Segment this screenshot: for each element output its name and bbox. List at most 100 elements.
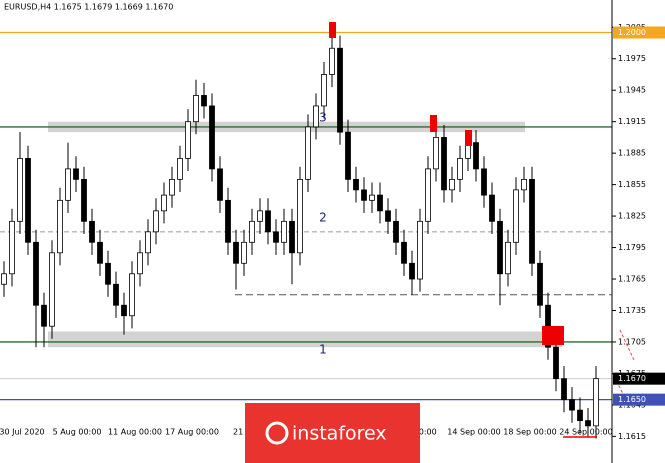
candle-body [257,210,263,222]
level-label-box [613,393,665,406]
y-tick-label: 1.1735 [618,306,646,315]
level-label-box [613,26,665,39]
y-tick-label: 1.1855 [618,180,646,189]
candle-body [313,105,319,128]
candle-body [209,105,215,170]
x-tick-label: 30 Jul 2020 [0,428,45,437]
candle-body [401,241,407,264]
marker [542,326,564,345]
candle-body [329,47,335,75]
y-tick-label: 1.1975 [618,54,646,63]
candle-body [225,199,231,243]
candle-body [9,220,15,275]
watermark-text: instaforex [292,423,387,445]
watermark: instaforex [245,403,420,463]
candle-body [361,189,367,201]
candle-body [185,121,191,159]
candle-body [41,304,47,327]
candle-body [305,126,311,180]
marker [465,130,472,146]
level-label: 1.1670 [618,374,646,383]
candle-body [169,178,175,196]
candle-body [241,241,247,264]
candle-body [65,168,71,201]
candle-body [385,210,391,222]
candle-body [505,241,511,275]
candle-body [393,220,399,243]
x-tick-label: 5 Aug 00:00 [53,428,102,437]
candle-body [121,304,127,317]
candle-body [49,252,55,327]
candle-body [321,74,327,107]
candle-body [17,157,23,222]
candle-body [217,168,223,201]
candle-body [145,231,151,254]
candle-body [33,241,39,306]
candle-body [561,378,567,401]
candle-body [201,95,207,107]
candle-body [585,420,591,427]
zone [48,331,562,348]
candle-body [289,220,295,254]
candle-body [489,194,495,222]
candle-body [553,346,559,380]
level-label: 1.1650 [618,395,646,404]
candle-body [81,178,87,222]
y-tick-label: 1.1825 [618,212,646,221]
x-tick-label: 17 Aug 00:00 [165,428,219,437]
zone-label: 3 [319,111,327,125]
candle-body [193,95,199,123]
candle-body [529,178,535,264]
candle-body [409,262,415,280]
x-tick-label: 11 Aug 00:00 [108,428,162,437]
candle-body [177,157,183,180]
candle-body [481,168,487,196]
candle-body [521,178,527,191]
candle-body [265,210,271,233]
chart-header: EURUSD,H4 1.1675 1.1679 1.1669 1.1670 [4,3,173,12]
candle-body [369,194,375,201]
plot-area: 3 2 1 [0,30,612,439]
x-tick-label: 14 Sep 00:00 [447,428,500,437]
candle-body [249,220,255,243]
candle-body [425,168,431,222]
candle-body [89,220,95,243]
candle-body [593,378,599,427]
candle-body [73,168,79,180]
candle-body [97,241,103,264]
candle-body [433,137,439,170]
candle-body [153,210,159,233]
y-tick-label: 1.1945 [618,86,646,95]
candle-body [273,231,279,243]
y-tick-label: 1.1705 [618,337,646,346]
candle-body [297,178,303,254]
candle-body [233,241,239,264]
y-tick-label: 1.1885 [618,149,646,158]
candle-body [345,131,351,180]
y-tick-label: 1.1765 [618,275,646,284]
candle-body [457,157,463,180]
candle-body [377,194,383,212]
candle-body [337,47,343,133]
candle-body [569,399,575,411]
zone-label: 1 [319,343,327,357]
candle-body [57,199,63,254]
candle-body [537,262,543,306]
watermark-icon [265,421,289,445]
candle-body [497,220,503,275]
watermark-box [245,403,420,463]
candle-body [449,178,455,191]
y-tick-label: 1.1795 [618,243,646,252]
zone-label: 2 [319,211,327,225]
candle-body [113,283,119,306]
candle-body [129,273,135,317]
candle-body [161,194,167,212]
y-tick-label: 1.1615 [618,432,646,441]
candle-body [441,137,447,191]
candle-body [353,178,359,191]
candle-body [513,189,519,243]
candle-body [281,220,287,243]
channel-line [619,329,635,361]
level-label-box [613,372,665,385]
